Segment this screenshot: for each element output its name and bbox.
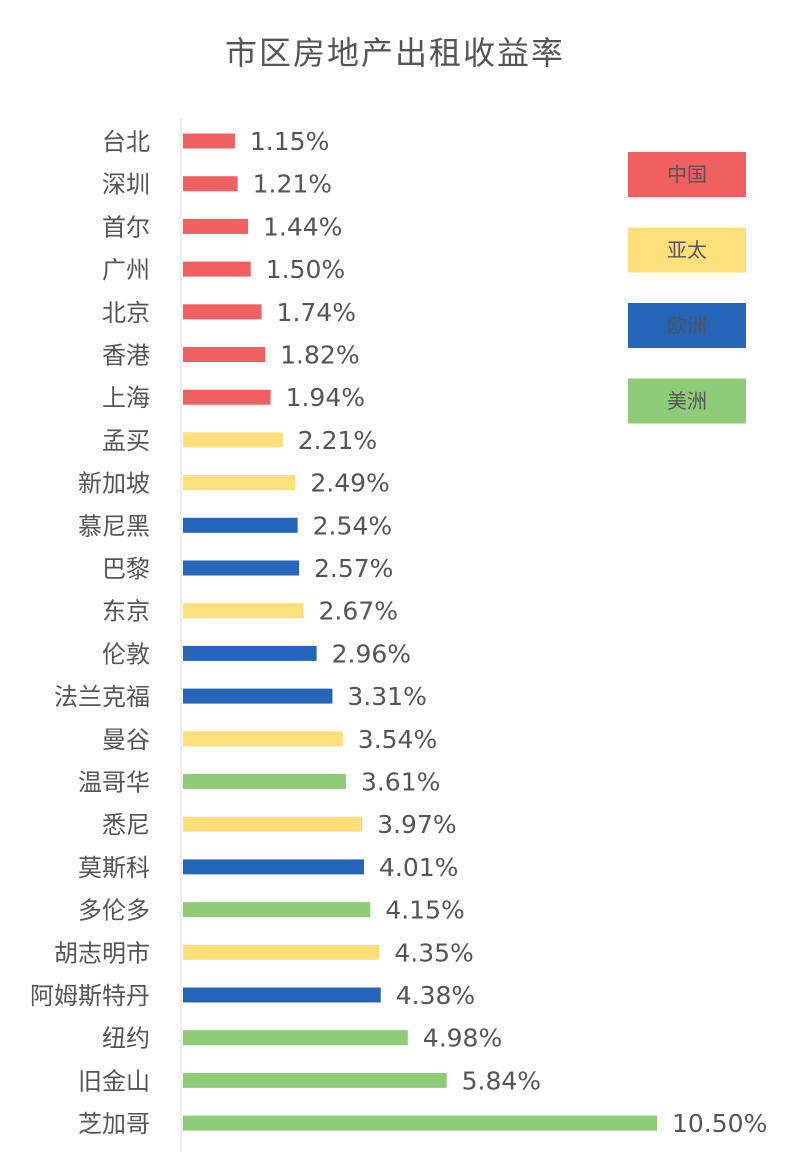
value-label: 10.50% (672, 1109, 767, 1138)
value-label: 4.01% (379, 853, 458, 882)
bar (183, 304, 262, 320)
chart-title: 市区房地产出租收益率 (224, 34, 565, 72)
value-label: 4.98% (423, 1024, 502, 1053)
bar (183, 389, 271, 405)
value-label: 3.54% (358, 725, 437, 754)
bar (183, 645, 317, 661)
legend-label: 中国 (667, 163, 707, 187)
bar (183, 902, 371, 918)
bar (183, 944, 380, 960)
value-label: 1.74% (277, 298, 356, 327)
legend-swatch (628, 227, 746, 273)
legend-label: 亚太 (667, 238, 707, 262)
category-label: 温哥华 (78, 769, 150, 797)
category-label: 悉尼 (102, 811, 150, 839)
value-label: 3.97% (377, 810, 456, 839)
value-label: 2.67% (319, 597, 398, 626)
category-label: 伦敦 (102, 640, 150, 668)
category-label: 广州 (102, 256, 150, 284)
bar (183, 261, 251, 277)
legend-swatch (628, 303, 746, 348)
category-label: 新加坡 (78, 470, 150, 498)
value-label: 1.15% (250, 127, 329, 156)
value-label: 2.96% (332, 639, 411, 668)
bar (183, 347, 266, 362)
category-label: 多伦多 (78, 897, 150, 925)
category-label: 慕尼黑 (78, 512, 150, 540)
bar (183, 218, 249, 234)
value-label: 4.38% (396, 981, 475, 1010)
legend-label: 美洲 (667, 389, 707, 413)
category-label: 首尔 (102, 213, 150, 241)
category-label: 莫斯科 (78, 854, 150, 882)
bar (183, 1115, 657, 1131)
bar (183, 859, 365, 875)
value-label: 3.31% (347, 682, 426, 711)
category-label: 上海 (102, 384, 150, 412)
bar (183, 176, 238, 192)
legend-swatch (628, 378, 746, 424)
bar (183, 731, 343, 747)
value-label: 3.61% (361, 768, 440, 797)
value-label: 2.49% (310, 469, 389, 498)
bar (183, 774, 346, 789)
legend-label: 欧洲 (667, 314, 707, 338)
bar (183, 987, 381, 1003)
value-label: 1.94% (286, 383, 365, 412)
category-label: 纽约 (102, 1025, 150, 1053)
bar (183, 475, 296, 491)
bar (183, 560, 300, 576)
category-label: 台北 (102, 128, 150, 156)
category-label: 孟买 (102, 427, 150, 455)
value-label: 4.15% (385, 896, 464, 925)
bar (183, 1072, 447, 1088)
category-label: 曼谷 (102, 726, 150, 754)
value-label: 1.44% (263, 212, 342, 241)
value-label: 1.21% (253, 170, 332, 199)
bar (183, 432, 283, 448)
category-label: 巴黎 (102, 555, 150, 583)
bar (183, 603, 304, 619)
bar (183, 688, 333, 704)
value-label: 2.21% (298, 426, 377, 455)
category-label: 深圳 (102, 171, 150, 199)
category-label: 香港 (102, 342, 150, 370)
category-label: 旧金山 (78, 1067, 150, 1095)
value-label: 2.57% (314, 554, 393, 583)
bar (183, 517, 298, 533)
category-label: 胡志明市 (54, 939, 150, 967)
value-label: 1.50% (266, 255, 345, 284)
category-label: 法兰克福 (54, 683, 150, 711)
category-label: 北京 (102, 299, 150, 327)
bar (183, 133, 235, 149)
legend-swatch (628, 152, 746, 197)
category-label: 东京 (102, 598, 150, 626)
value-label: 2.54% (313, 511, 392, 540)
bar (183, 1030, 408, 1046)
value-label: 5.84% (462, 1066, 541, 1095)
value-label: 1.82% (280, 341, 359, 370)
value-label: 4.35% (394, 938, 473, 967)
bar (183, 816, 363, 832)
category-label: 阿姆斯特丹 (30, 982, 150, 1010)
category-label: 芝加哥 (78, 1110, 150, 1138)
